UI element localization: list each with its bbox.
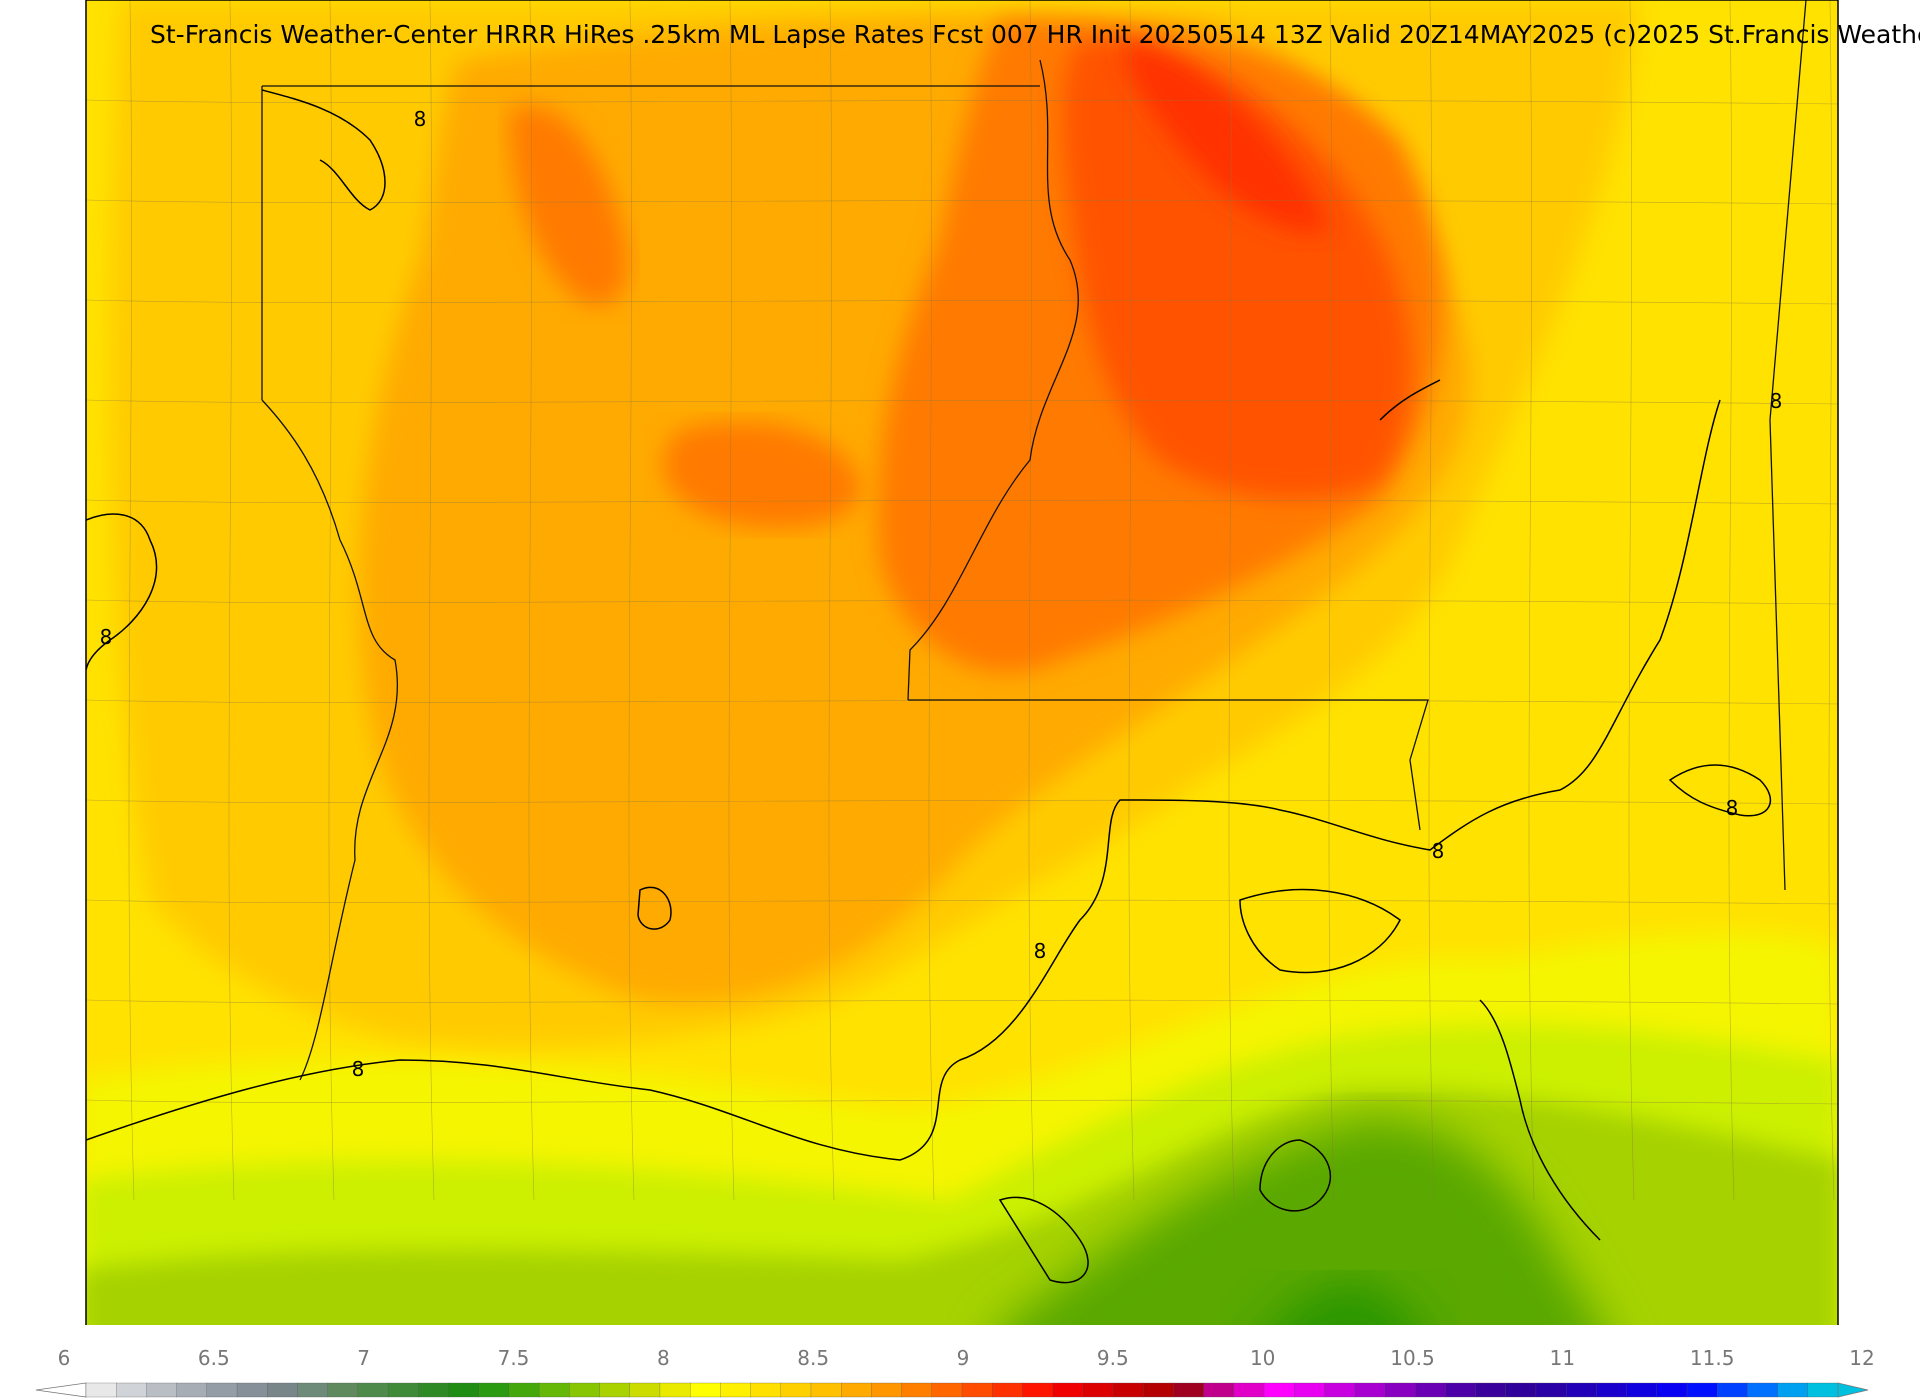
colorbar-cell-49 bbox=[1565, 1382, 1597, 1398]
colorbar-tick-9.5: 9.5 bbox=[1097, 1346, 1129, 1370]
contour-label-2: 8 bbox=[100, 625, 113, 649]
colorbar-cell-14 bbox=[508, 1382, 540, 1398]
colorbar-cell-10 bbox=[387, 1382, 419, 1398]
colorbar-cell-45 bbox=[1445, 1382, 1477, 1398]
colorbar-cell-39 bbox=[1263, 1382, 1295, 1398]
colorbar-cell-8 bbox=[327, 1382, 359, 1398]
colorbar-cell-41 bbox=[1324, 1382, 1356, 1398]
colorbar-cell-40 bbox=[1294, 1382, 1326, 1398]
colorbar-cell-13 bbox=[478, 1382, 510, 1398]
colorbar-cell-11 bbox=[418, 1382, 450, 1398]
lapse-rate-fill bbox=[86, 0, 1838, 1325]
colorbar-max-arrow bbox=[1837, 1382, 1869, 1398]
colorbar-cell-16 bbox=[569, 1382, 601, 1398]
colorbar-cell-50 bbox=[1596, 1382, 1628, 1398]
colorbar-cell-27 bbox=[901, 1382, 933, 1398]
colorbar-cell-26 bbox=[871, 1382, 903, 1398]
colorbar-cell-19 bbox=[659, 1382, 691, 1398]
colorbar-cell-51 bbox=[1626, 1382, 1658, 1398]
colorbar-cell-28 bbox=[931, 1382, 963, 1398]
colorbar-cell-33 bbox=[1082, 1382, 1114, 1398]
colorbar-cell-18 bbox=[629, 1382, 661, 1398]
colorbar-cell-7 bbox=[297, 1382, 329, 1398]
colorbar-tick-8: 8 bbox=[657, 1346, 670, 1370]
colorbar-cell-44 bbox=[1414, 1382, 1446, 1398]
colorbar-cell-46 bbox=[1475, 1382, 1507, 1398]
colorbar-cell-47 bbox=[1505, 1382, 1537, 1398]
contour-labels: 8 8 8 8 8 8 8 bbox=[100, 107, 1783, 1081]
colorbar-cell-35 bbox=[1143, 1382, 1175, 1398]
colorbar-cell-21 bbox=[720, 1382, 752, 1398]
colorbar-cell-34 bbox=[1112, 1382, 1144, 1398]
contour-label-4: 8 bbox=[1034, 939, 1047, 963]
colorbar-cell-15 bbox=[538, 1382, 570, 1398]
colorbar-cell-29 bbox=[961, 1382, 993, 1398]
colorbar-tick-12: 12 bbox=[1849, 1346, 1874, 1370]
colorbar-cell-1 bbox=[116, 1382, 148, 1398]
map-frame bbox=[85, 0, 1839, 1325]
colorbar-tick-6: 6 bbox=[58, 1346, 71, 1370]
colorbar-cell-4 bbox=[206, 1382, 238, 1398]
contour-label-1: 8 bbox=[414, 107, 427, 131]
colorbar-cell-43 bbox=[1384, 1382, 1416, 1398]
colorbar-cell-55 bbox=[1747, 1382, 1779, 1398]
colorbar-cell-24 bbox=[810, 1382, 842, 1398]
colorbar-min-arrow bbox=[35, 1382, 87, 1398]
state-county-boundaries bbox=[86, 0, 1838, 1201]
colorbar-tick-labels: 6 6.5 7 7.5 8 8.5 9 9.5 10 10.5 11 11.5 12 bbox=[58, 1346, 1875, 1370]
colorbar-tick-10.5: 10.5 bbox=[1390, 1346, 1435, 1370]
colorbar-cell-32 bbox=[1052, 1382, 1084, 1398]
colorbar-cell-2 bbox=[146, 1382, 178, 1398]
colorbar-cell-57 bbox=[1807, 1382, 1839, 1398]
colorbar-cell-37 bbox=[1203, 1382, 1235, 1398]
colorbar-cell-54 bbox=[1717, 1382, 1749, 1398]
colorbar-cell-25 bbox=[841, 1382, 873, 1398]
colorbar-cell-5 bbox=[236, 1382, 268, 1398]
colorbar-cell-20 bbox=[689, 1382, 721, 1398]
colorbar-cell-38 bbox=[1233, 1382, 1265, 1398]
colorbar-cell-0 bbox=[85, 1382, 117, 1398]
colorbar-cell-9 bbox=[357, 1382, 389, 1398]
colorbar-tick-7: 7 bbox=[357, 1346, 370, 1370]
colorbar-cell-12 bbox=[448, 1382, 480, 1398]
colorbar-tick-11.5: 11.5 bbox=[1690, 1346, 1735, 1370]
contour-label-6: 8 bbox=[1770, 389, 1783, 413]
contour-label-5: 8 bbox=[1432, 839, 1445, 863]
colorbar: 6 6.5 7 7.5 8 8.5 9 9.5 10 10.5 11 11.5 12 bbox=[35, 1346, 1875, 1398]
colorbar-cell-36 bbox=[1173, 1382, 1205, 1398]
colorbar-cell-53 bbox=[1686, 1382, 1718, 1398]
colorbar-cell-6 bbox=[267, 1382, 299, 1398]
colorbar-cell-17 bbox=[599, 1382, 631, 1398]
colorbar-cell-52 bbox=[1656, 1382, 1688, 1398]
colorbar-cells bbox=[35, 1382, 1869, 1398]
colorbar-cell-3 bbox=[176, 1382, 208, 1398]
colorbar-tick-6.5: 6.5 bbox=[198, 1346, 230, 1370]
colorbar-tick-11: 11 bbox=[1550, 1346, 1575, 1370]
contour-label-3: 8 bbox=[352, 1057, 365, 1081]
colorbar-cell-22 bbox=[750, 1382, 782, 1398]
colorbar-tick-10: 10 bbox=[1250, 1346, 1275, 1370]
colorbar-cell-56 bbox=[1777, 1382, 1809, 1398]
colorbar-cell-30 bbox=[992, 1382, 1024, 1398]
colorbar-cell-42 bbox=[1354, 1382, 1386, 1398]
colorbar-cell-31 bbox=[1022, 1382, 1054, 1398]
map-title: St-Francis Weather-Center HRRR HiRes .25… bbox=[150, 20, 1920, 49]
colorbar-cell-23 bbox=[780, 1382, 812, 1398]
contour-8-line bbox=[86, 89, 1771, 1284]
contour-label-7: 8 bbox=[1726, 796, 1739, 820]
colorbar-cell-48 bbox=[1535, 1382, 1567, 1398]
lapse-rate-map: 8 8 8 8 8 8 8 bbox=[85, 0, 1839, 1325]
colorbar-tick-7.5: 7.5 bbox=[498, 1346, 530, 1370]
colorbar-tick-8.5: 8.5 bbox=[797, 1346, 829, 1370]
colorbar-tick-9: 9 bbox=[957, 1346, 970, 1370]
